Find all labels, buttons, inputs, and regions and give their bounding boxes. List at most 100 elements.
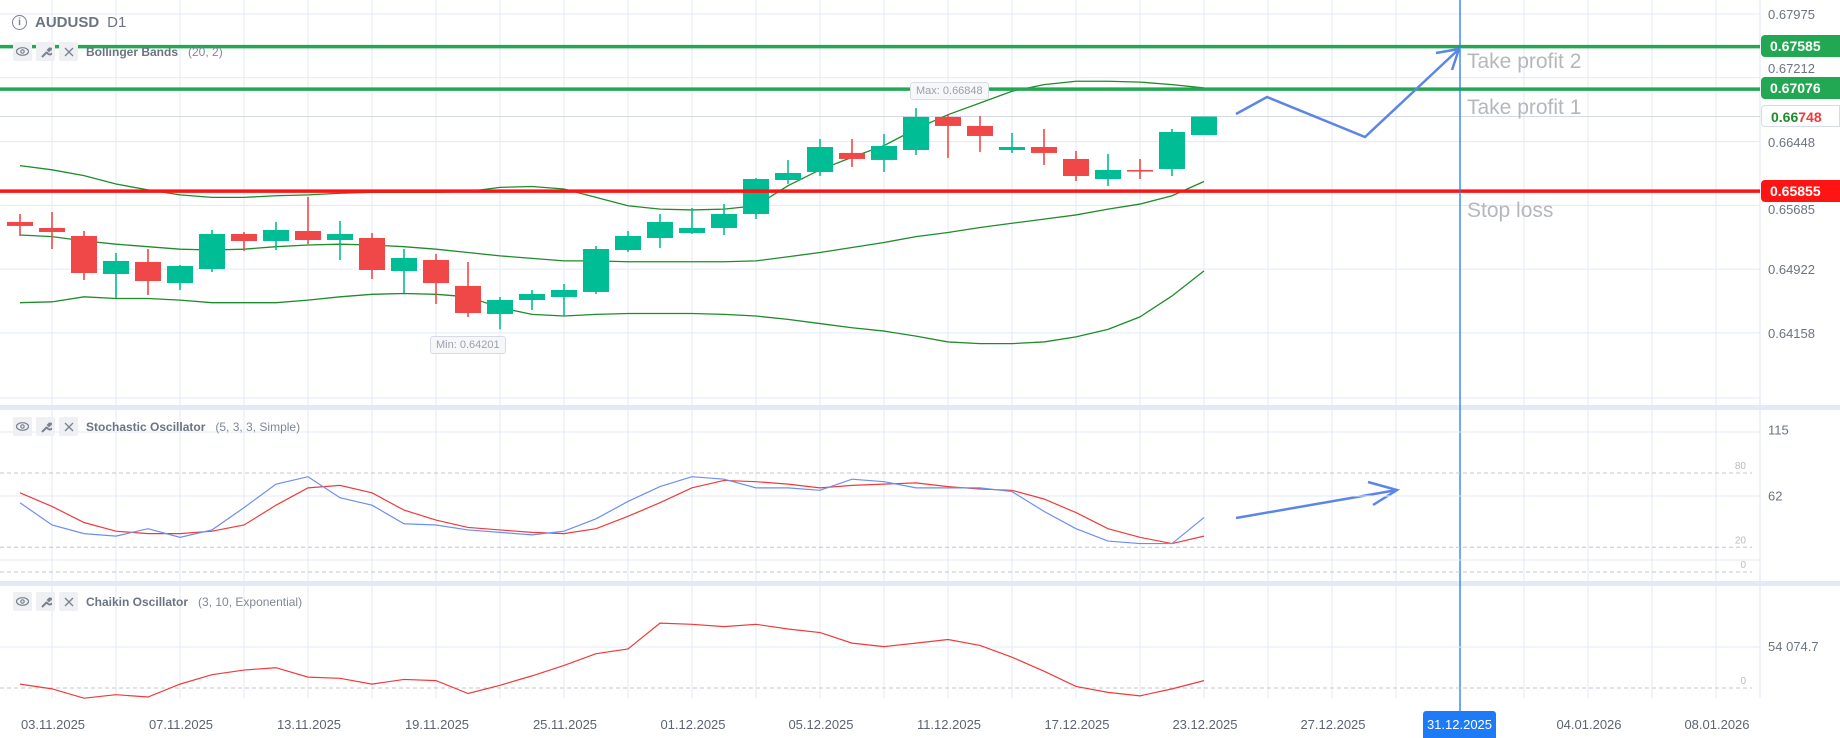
date-axis-tick-label: 19.11.2025 — [405, 717, 469, 732]
wrench-icon[interactable] — [36, 417, 55, 436]
price-axis-tick-label: 0.65685 — [1768, 202, 1815, 217]
candle-body — [679, 227, 705, 233]
candle-body — [935, 116, 961, 126]
wrench-icon[interactable] — [36, 592, 55, 611]
price-axis-tick-label: 0.64922 — [1768, 262, 1815, 277]
candle — [647, 214, 673, 249]
candle-body — [1159, 131, 1185, 169]
close-icon[interactable] — [59, 42, 78, 61]
info-icon[interactable]: i — [12, 15, 27, 30]
take-profit-1-price-badge: 0.67076 — [1761, 77, 1840, 99]
candle — [167, 264, 193, 290]
close-icon[interactable] — [59, 417, 78, 436]
candle-body — [103, 260, 129, 275]
candle — [839, 138, 865, 167]
date-axis-tick-label: 03.11.2025 — [21, 717, 85, 732]
candle — [1095, 153, 1121, 186]
candle-body — [391, 257, 417, 271]
candle-body — [1127, 169, 1153, 172]
candle — [999, 132, 1025, 153]
candle-body — [647, 221, 673, 238]
candle-body — [519, 293, 545, 300]
candle — [583, 246, 609, 294]
stop-loss-label[interactable]: Stop loss — [1467, 199, 1554, 222]
candle — [135, 249, 161, 295]
eye-icon[interactable] — [13, 592, 32, 611]
stochastic-trend-arrow — [1235, 488, 1398, 520]
candle-body — [583, 249, 609, 292]
stochastic-level-label: 80 — [1735, 461, 1747, 472]
candle-body — [71, 235, 97, 274]
indicator-name: Bollinger Bands — [86, 44, 179, 59]
indicator-name: Chaikin Oscillator — [86, 594, 189, 609]
candle-body — [999, 147, 1025, 151]
candle — [743, 178, 769, 219]
candle — [1159, 128, 1185, 177]
arrowhead-icon — [1435, 47, 1461, 71]
candle — [455, 261, 481, 318]
candle — [263, 221, 289, 251]
eye-icon[interactable] — [13, 417, 32, 436]
stochastic-level-label: 0 — [1740, 560, 1746, 571]
candle — [679, 208, 705, 234]
candle — [391, 249, 417, 293]
take-profit-2-price-badge: 0.67585 — [1761, 35, 1840, 57]
candle-body — [167, 265, 193, 284]
current-price-suffix: 748 — [1798, 109, 1822, 125]
price-axis-tick-label: 0.66448 — [1768, 135, 1815, 150]
candle — [871, 133, 897, 172]
candle — [1191, 116, 1217, 135]
price-axis-tick-label: 0.64158 — [1768, 326, 1815, 341]
candle — [423, 253, 449, 305]
date-axis-tick-label: 11.12.2025 — [917, 717, 981, 732]
candle — [615, 230, 641, 252]
candle — [103, 252, 129, 298]
candle — [359, 232, 385, 280]
candle-body — [1031, 147, 1057, 153]
candle-body — [295, 230, 321, 241]
arrowhead-icon — [1367, 480, 1401, 507]
candle — [487, 296, 513, 330]
symbol-header: i AUDUSD D1 — [12, 14, 126, 31]
take-profit-2-label[interactable]: Take profit 2 — [1467, 50, 1582, 73]
stochastic-axis-tick-label: 115 — [1768, 423, 1789, 438]
eye-icon[interactable] — [13, 42, 32, 61]
candle-body — [1095, 169, 1121, 180]
candle-body — [327, 233, 353, 241]
candle-body — [615, 235, 641, 251]
candle-body — [807, 147, 833, 172]
candle — [903, 108, 929, 155]
stochastic-level-label: 20 — [1735, 535, 1747, 546]
candle-body — [711, 214, 737, 228]
price-axis-tick-label: 0.67212 — [1768, 61, 1815, 76]
candle-body — [231, 233, 257, 242]
stochastic-d-line — [19, 479, 1205, 545]
candle — [935, 114, 961, 158]
chaikin-line — [19, 622, 1205, 699]
close-icon[interactable] — [59, 592, 78, 611]
indicator-header-chaikin: Chaikin Oscillator (3, 10, Exponential) — [13, 592, 302, 611]
date-axis-tick-label: 17.12.2025 — [1044, 717, 1109, 732]
candle-body — [903, 116, 929, 151]
candle — [1127, 158, 1153, 180]
take-profit-1-label[interactable]: Take profit 1 — [1467, 96, 1582, 119]
min-price-tooltip: Min: 0.64201 — [430, 336, 506, 354]
stop-loss-price-badge: 0.65855 — [1761, 180, 1840, 202]
candle — [967, 116, 993, 152]
candle-body — [1063, 158, 1089, 177]
candle — [295, 196, 321, 245]
timeframe: D1 — [107, 14, 127, 31]
bollinger-middle-band — [19, 180, 1205, 263]
chaikin-axis-tick-label: 54 074.7 — [1768, 639, 1819, 654]
bollinger-lower-band — [19, 270, 1205, 345]
candle — [775, 159, 801, 184]
candle-body — [7, 221, 33, 226]
candle — [807, 138, 833, 177]
current-price-prefix: 0.66 — [1771, 109, 1799, 125]
date-axis-tick-label: 13.11.2025 — [277, 717, 341, 732]
wrench-icon[interactable] — [36, 42, 55, 61]
date-axis-tick-label: 07.11.2025 — [149, 717, 213, 732]
date-axis-tick-label: 25.11.2025 — [533, 717, 597, 732]
candle-body — [199, 233, 225, 269]
